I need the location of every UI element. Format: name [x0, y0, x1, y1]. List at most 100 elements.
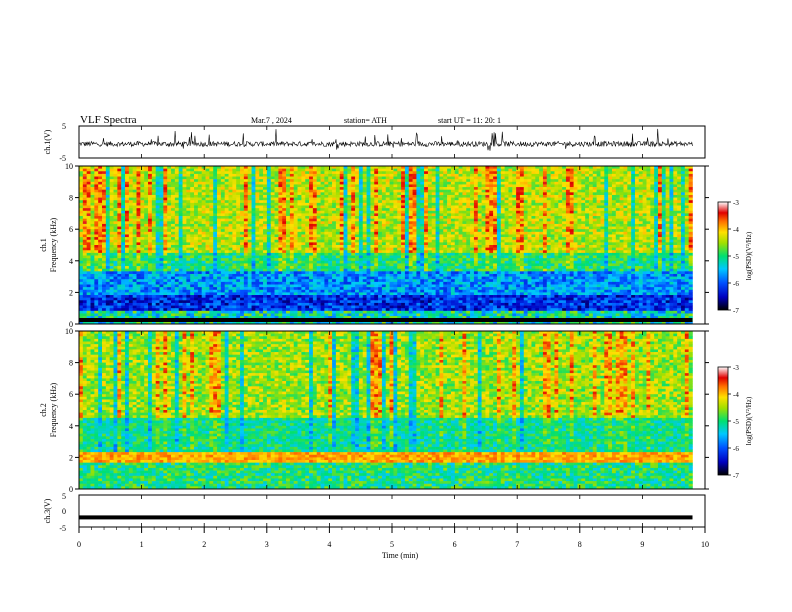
spectrogram-cell [282, 213, 286, 216]
spectrogram-cell [232, 171, 236, 174]
spectrogram-cell [566, 211, 570, 214]
spectrogram-cell [106, 190, 110, 193]
spectrogram-cell [83, 237, 87, 240]
spectrogram-cell [294, 169, 298, 172]
spectrogram-cell [669, 182, 673, 185]
spectrogram-cell [531, 203, 535, 206]
spectrogram-cell [144, 245, 148, 248]
spectrogram-cell [658, 242, 662, 245]
spectrogram-cell [190, 208, 194, 211]
spectrogram-cell [298, 169, 302, 172]
spectrogram-cell [405, 192, 409, 195]
spectrogram-cell [654, 192, 658, 195]
spectrogram-cell [221, 242, 225, 245]
spectrogram-cell [332, 169, 336, 172]
spectrogram-cell [374, 245, 378, 248]
spectrogram-cell [79, 237, 83, 240]
spectrogram-cell [137, 240, 141, 243]
spectrogram-cell [432, 200, 436, 203]
spectrogram-cell [539, 232, 543, 235]
spectrogram-cell [324, 245, 328, 248]
spectrogram-cell [616, 227, 620, 230]
spectrogram-cell [129, 213, 133, 216]
spectrogram-cell [294, 171, 298, 174]
spectrogram-cell [363, 206, 367, 209]
spectrogram-cell [566, 237, 570, 240]
spectrogram-cell [432, 192, 436, 195]
spectrogram-cell [221, 190, 225, 193]
spectrogram-cell [616, 211, 620, 214]
spectrogram-cell [171, 190, 175, 193]
spectrogram-cell [393, 174, 397, 177]
spectrogram-cell [439, 174, 443, 177]
spectrogram-cell [459, 237, 463, 240]
spectrogram-cell [190, 184, 194, 187]
spectrogram-cell [317, 182, 321, 185]
spectrogram-cell [344, 198, 348, 201]
spectrogram-cell [635, 208, 639, 211]
spectrogram-cell [290, 182, 294, 185]
spectrogram-cell [424, 240, 428, 243]
spectrogram-cell [183, 219, 187, 222]
spectrogram-cell [531, 240, 535, 243]
spectrogram-cell [604, 221, 608, 224]
spectrogram-cell [309, 221, 313, 224]
spectrogram-cell [405, 237, 409, 240]
spectrogram-cell [666, 240, 670, 243]
spectrogram-cell [631, 234, 635, 237]
spectrogram-cell [689, 216, 693, 219]
spectrogram-cell [482, 208, 486, 211]
spectrogram-cell [447, 240, 451, 243]
spectrogram-cell [390, 213, 394, 216]
spectrogram-cell [482, 221, 486, 224]
spectrogram-cell [574, 177, 578, 180]
spectrogram-cell [658, 232, 662, 235]
spectrogram-cell [501, 198, 505, 201]
spectrogram-cell [225, 242, 229, 245]
spectrogram-cell [623, 174, 627, 177]
spectrogram-cell [179, 203, 183, 206]
spectrogram-cell [137, 224, 141, 227]
spectrogram-cell [428, 203, 432, 206]
spectrogram-cell [102, 198, 106, 201]
spectrogram-cell [677, 169, 681, 172]
spectrogram-cell [393, 187, 397, 190]
spectrogram-cell [535, 221, 539, 224]
spectrogram-cell [294, 234, 298, 237]
spectrogram-cell [324, 184, 328, 187]
spectrogram-cell [581, 211, 585, 214]
spectrogram-cell [294, 232, 298, 235]
spectrogram-cell [520, 203, 524, 206]
spectrogram-cell [451, 179, 455, 182]
spectrogram-cell [110, 195, 114, 198]
spectrogram-cell [355, 171, 359, 174]
spectrogram-cell [321, 203, 325, 206]
spectrogram-cell [125, 169, 129, 172]
spectrogram-cell [206, 245, 210, 248]
spectrogram-cell [604, 182, 608, 185]
spectrogram-cell [125, 208, 129, 211]
spectrogram-cell [232, 206, 236, 209]
spectrogram-cell [608, 198, 612, 201]
spectrogram-cell [179, 184, 183, 187]
spectrogram-cell [416, 237, 420, 240]
spectrogram-cell [317, 208, 321, 211]
spectrogram-cell [539, 187, 543, 190]
spectrogram-cell [275, 232, 279, 235]
spectrogram-cell [290, 206, 294, 209]
spectrogram-cell [102, 203, 106, 206]
spectrogram-cell [516, 213, 520, 216]
spectrogram-cell [512, 177, 516, 180]
spectrogram-cell [374, 224, 378, 227]
spectrogram-cell [328, 169, 332, 172]
spectrogram-cell [436, 213, 440, 216]
spectrogram-cell [401, 192, 405, 195]
spectrogram-cell [562, 208, 566, 211]
spectrogram-cell [313, 203, 317, 206]
spectrogram-cell [317, 219, 321, 222]
spectrogram-cell [324, 198, 328, 201]
spectrogram-cell [512, 171, 516, 174]
spectrogram-cell [183, 229, 187, 232]
spectrogram-cell [309, 190, 313, 193]
spectrogram-cell [324, 219, 328, 222]
